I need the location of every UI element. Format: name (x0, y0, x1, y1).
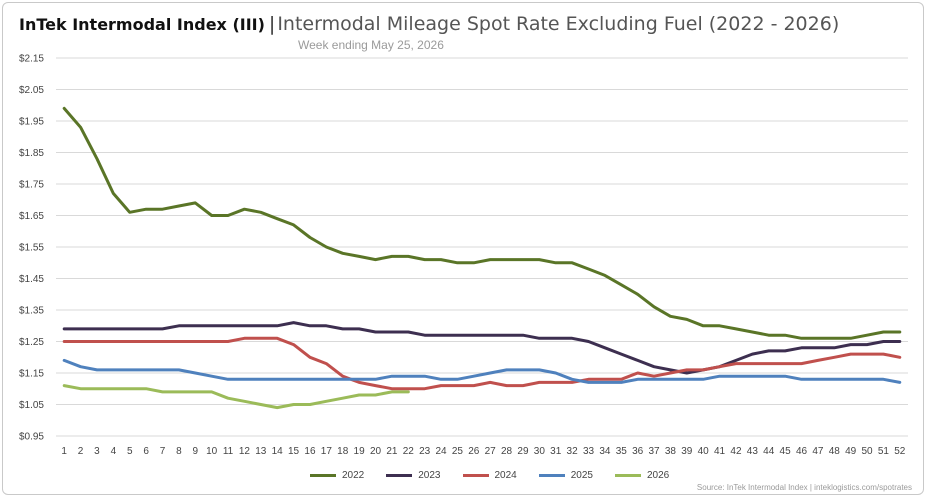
x-tick-label: 17 (321, 446, 333, 457)
x-tick-label: 10 (206, 446, 218, 457)
legend-label: 2023 (418, 470, 441, 481)
x-tick-label: 28 (501, 446, 513, 457)
x-axis-ticks: 1 2 3 4 5 6 7 8 9 10 11 12 13 14 15 16 17 18 19 20 21 22 23 24 2… (61, 446, 905, 457)
series-lines (62, 106, 902, 410)
legend-label: 2025 (570, 470, 593, 481)
x-tick-label: 25 (452, 446, 464, 457)
x-tick-label: 49 (845, 446, 857, 457)
x-tick-label: 3 (94, 446, 100, 457)
x-tick-label: 24 (435, 446, 447, 457)
legend-item-2024: 2024 (462, 470, 517, 481)
x-tick-label: 39 (681, 446, 693, 457)
series-line-2024 (62, 336, 902, 391)
x-tick-label: 31 (550, 446, 562, 457)
x-tick-label: 19 (354, 446, 366, 457)
x-tick-label: 7 (160, 446, 166, 457)
series-line-2022 (62, 106, 902, 340)
x-tick-label: 6 (143, 446, 149, 457)
x-tick-label: 38 (665, 446, 677, 457)
x-tick-label: 21 (386, 446, 398, 457)
legend-item-2023: 2023 (386, 470, 441, 481)
legend-item-2025: 2025 (538, 470, 593, 481)
x-tick-label: 1 (61, 446, 67, 457)
chart-legend: 2022 2023 2024 2025 2026 (310, 470, 669, 481)
x-tick-label: 29 (517, 446, 529, 457)
chart-title: Intermodal Mileage Spot Rate Excluding F… (277, 13, 840, 35)
x-tick-label: 34 (599, 446, 611, 457)
x-tick-label: 43 (747, 446, 759, 457)
x-tick-label: 44 (763, 446, 775, 457)
series-line-2026 (62, 384, 410, 410)
series-line-2025 (62, 358, 902, 384)
x-tick-label: 5 (127, 446, 133, 457)
y-tick-label: $1.35 (19, 306, 44, 317)
y-tick-label: $1.25 (19, 337, 44, 348)
legend-label: 2022 (342, 470, 365, 481)
y-tick-label: $1.95 (19, 117, 44, 128)
x-tick-label: 47 (812, 446, 824, 457)
x-tick-label: 14 (272, 446, 284, 457)
x-tick-label: 45 (780, 446, 792, 457)
x-tick-label: 16 (304, 446, 316, 457)
legend-item-2022: 2022 (310, 470, 364, 481)
x-tick-label: 20 (370, 446, 382, 457)
x-tick-label: 40 (698, 446, 710, 457)
x-tick-label: 12 (239, 446, 251, 457)
series-line-2023 (62, 321, 902, 375)
legend-label: 2026 (647, 470, 670, 481)
x-tick-label: 2 (78, 446, 84, 457)
x-tick-label: 8 (176, 446, 182, 457)
legend-swatch (310, 474, 336, 477)
y-tick-label: $1.55 (19, 243, 44, 254)
index-name: InTek Intermodal Index (III) (19, 15, 265, 34)
legend-label: 2024 (494, 470, 517, 481)
x-tick-label: 48 (829, 446, 841, 457)
y-tick-label: $1.65 (19, 211, 44, 222)
x-tick-label: 27 (485, 446, 497, 457)
x-tick-label: 35 (616, 446, 628, 457)
source-note: Source: InTek Intermodal Index | inteklo… (696, 483, 912, 492)
y-axis-ticks: $0.95 $1.05 $1.15 $1.25 $1.35 $1.45 $1.55 $1.65… (19, 54, 44, 443)
x-tick-label: 51 (878, 446, 890, 457)
x-tick-label: 33 (583, 446, 595, 457)
chart-subtitle: Week ending May 25, 2026 (298, 38, 444, 52)
y-tick-label: $1.05 (19, 400, 44, 411)
x-tick-label: 26 (468, 446, 480, 457)
x-tick-label: 11 (223, 446, 234, 457)
y-tick-label: $1.85 (19, 148, 44, 159)
y-tick-label: $1.15 (19, 369, 44, 380)
x-tick-label: 32 (567, 446, 579, 457)
x-tick-label: 50 (861, 446, 873, 457)
x-tick-label: 13 (255, 446, 267, 457)
y-tick-label: $2.05 (19, 85, 44, 96)
legend-swatch (462, 474, 489, 477)
title-separator: | (268, 13, 276, 35)
legend-swatch (386, 474, 413, 477)
x-tick-label: 15 (288, 446, 300, 457)
legend-swatch (538, 474, 565, 477)
x-tick-label: 42 (730, 446, 742, 457)
y-tick-label: $0.95 (19, 432, 44, 443)
chart-header: InTek Intermodal Index (III) | Intermodal … (19, 13, 839, 35)
x-tick-label: 30 (534, 446, 546, 457)
y-tick-label: $1.75 (19, 180, 44, 191)
gridlines (56, 57, 908, 437)
y-tick-label: $1.45 (19, 274, 44, 285)
x-tick-label: 37 (648, 446, 660, 457)
x-tick-label: 22 (403, 446, 415, 457)
x-tick-label: 4 (111, 446, 117, 457)
x-tick-label: 52 (894, 446, 906, 457)
x-tick-label: 41 (714, 446, 726, 457)
x-tick-label: 46 (796, 446, 808, 457)
x-tick-label: 9 (192, 446, 198, 457)
legend-swatch (615, 474, 641, 477)
x-tick-label: 18 (337, 446, 349, 457)
legend-item-2026: 2026 (615, 470, 669, 481)
y-tick-label: $2.15 (19, 54, 44, 65)
x-tick-label: 36 (632, 446, 644, 457)
x-tick-label: 23 (419, 446, 431, 457)
